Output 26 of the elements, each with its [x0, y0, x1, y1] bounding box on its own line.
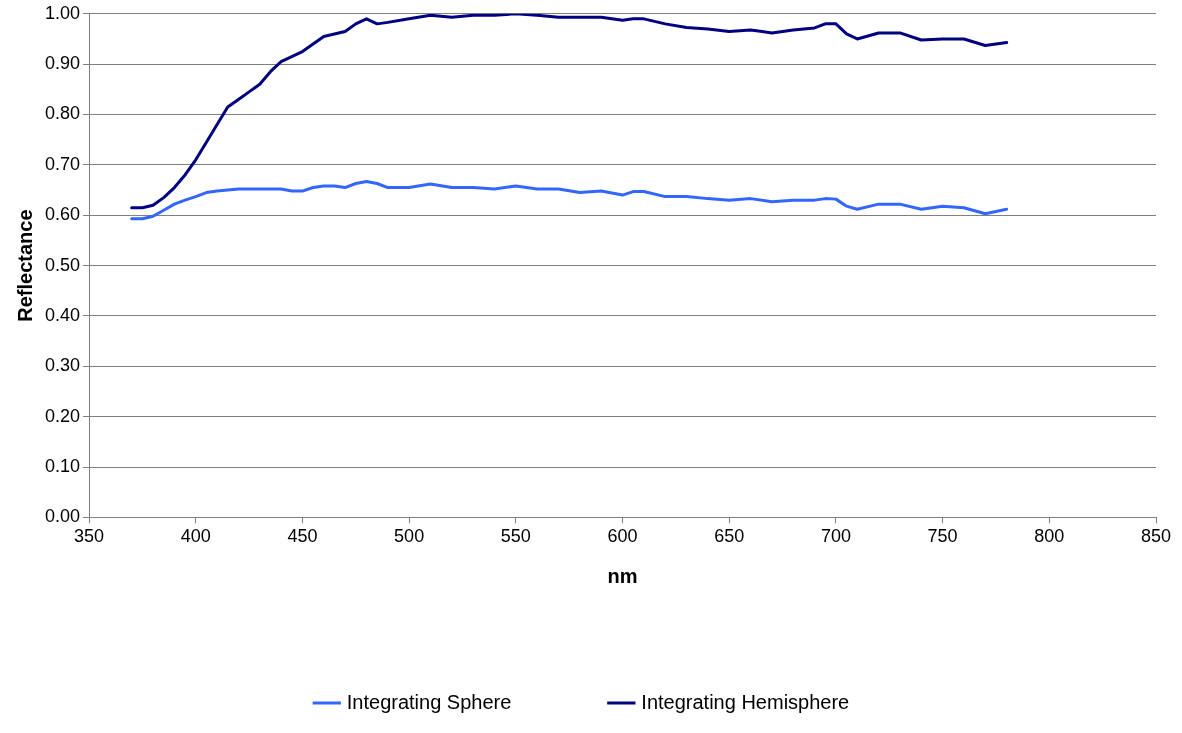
legend-label: Integrating Sphere — [346, 690, 512, 713]
y-tick-label: 0.50 — [44, 254, 81, 275]
y-tick-label: 0.10 — [44, 456, 81, 477]
x-tick-label: 600 — [607, 526, 638, 547]
legend-label: Integrating Hemisphere — [641, 690, 850, 713]
x-tick-label: 800 — [1034, 526, 1065, 547]
y-tick-label: 0.60 — [44, 204, 81, 225]
x-tick-label: 650 — [714, 526, 745, 547]
x-tick-label: 500 — [394, 526, 425, 547]
y-tick-label: 0.30 — [44, 355, 81, 376]
y-tick-label: 0.40 — [44, 304, 81, 325]
x-axis-title: nm — [607, 564, 638, 587]
x-tick-label: 350 — [74, 526, 105, 547]
y-tick-label: 0.70 — [44, 153, 81, 174]
y-tick-label: 0.20 — [44, 405, 81, 426]
y-axis-title: Reflectance — [13, 209, 36, 322]
x-tick-label: 750 — [927, 526, 958, 547]
y-tick-label: 0.00 — [44, 506, 81, 527]
y-tick-label: 1.00 — [44, 2, 81, 23]
x-tick-label: 400 — [180, 526, 211, 547]
y-tick-label: 0.80 — [44, 103, 81, 124]
x-tick-label: 850 — [1140, 526, 1172, 547]
x-tick-label: 550 — [500, 526, 531, 547]
y-tick-label: 0.90 — [44, 53, 81, 74]
x-tick-label: 450 — [287, 526, 318, 547]
x-tick-label: 700 — [820, 526, 851, 547]
